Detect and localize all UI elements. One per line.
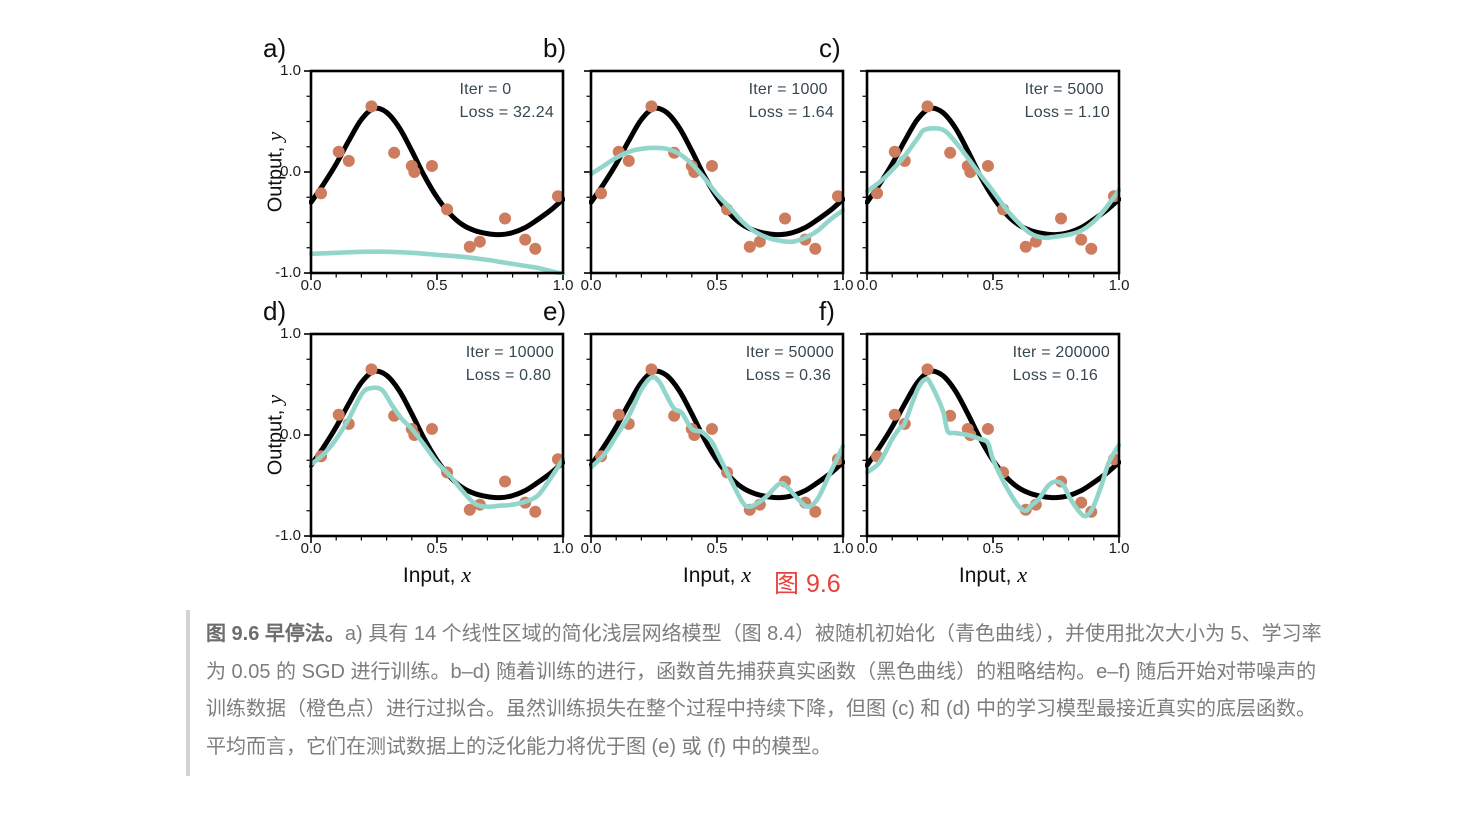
panel-c-chart xyxy=(860,69,1121,280)
loss-text: Loss = 0.16 xyxy=(1012,367,1099,384)
x-tick-label: 0.5 xyxy=(982,277,1004,294)
panel-e-chart xyxy=(584,332,845,543)
panel-f-chart xyxy=(860,332,1121,543)
iteration-text: Iter = 0 xyxy=(459,81,512,98)
loss-text: Loss = 0.36 xyxy=(745,367,832,384)
panel-letter: e) xyxy=(543,296,567,326)
loss-text: Loss = 1.64 xyxy=(748,104,834,121)
x-axis-title-text: Input, xyxy=(958,564,1018,587)
x-tick-label: 0.0 xyxy=(580,277,602,294)
annotation-block: Iter = 0 Loss = 32.24 xyxy=(460,78,554,124)
loss-text: Loss = 1.10 xyxy=(1024,104,1110,121)
x-axis-title: Input, x xyxy=(311,562,563,588)
panel-b: b) Iter = 1000 Loss = 1.64 0.0 0.5 1.0 xyxy=(543,33,853,294)
panel-d-chart xyxy=(304,332,565,543)
x-tick-label: 1.0 xyxy=(832,277,854,294)
x-axis-title: Input, x xyxy=(867,562,1119,588)
annotation-block: Iter = 5000 Loss = 1.10 xyxy=(1025,78,1110,124)
panel-letter: a) xyxy=(263,33,287,63)
iteration-text: Iter = 5000 xyxy=(1024,81,1104,98)
x-tick-label: 0.5 xyxy=(706,277,728,294)
x-tick-label: 0.5 xyxy=(426,540,448,557)
y-axis-title-var: y xyxy=(262,131,287,142)
panel-f: f) Iter = 200000 Loss = 0.16 0.0 0.5 1.0… xyxy=(819,296,1129,587)
loss-text: Loss = 32.24 xyxy=(459,104,554,121)
panel-letter: f) xyxy=(819,296,835,326)
x-tick-label: 1.0 xyxy=(832,540,854,557)
panel-c: c) Iter = 5000 Loss = 1.10 0.0 0.5 1.0 xyxy=(819,33,1129,294)
x-tick-label: 0.0 xyxy=(300,277,322,294)
x-tick-label: 1.0 xyxy=(1108,277,1130,294)
figure-caption: 图 9.6 早停法。a) 具有 14 个线性区域的简化浅层网络模型（图 8.4）… xyxy=(186,610,1334,777)
x-tick-label: 0.5 xyxy=(706,540,728,557)
y-axis-title: Output, y xyxy=(263,132,288,213)
y-axis-title-text: Output, xyxy=(264,141,287,213)
x-tick-label: 1.0 xyxy=(552,277,574,294)
x-tick-label: 0.5 xyxy=(982,540,1004,557)
iteration-text: Iter = 1000 xyxy=(748,81,828,98)
annotation-block: Iter = 10000 Loss = 0.80 xyxy=(466,341,554,387)
panel-e: e) Iter = 50000 Loss = 0.36 0.0 0.5 1.0 … xyxy=(543,296,853,587)
x-axis-title-var: x xyxy=(461,562,472,587)
figure-panels: a) Iter = 0 Loss = 32.24 1.0 0.0 -1.0 Ou… xyxy=(263,33,1130,598)
panel-letter: c) xyxy=(819,33,841,63)
x-tick-label: 1.0 xyxy=(552,540,574,557)
x-axis-title-var: x xyxy=(741,562,752,587)
y-axis-title-var: y xyxy=(262,394,287,405)
y-axis-title-text: Output, xyxy=(264,404,287,476)
x-tick-label: 0.0 xyxy=(580,540,602,557)
x-tick-label: 0.0 xyxy=(856,540,878,557)
panel-a: a) Iter = 0 Loss = 32.24 1.0 0.0 -1.0 Ou… xyxy=(263,33,574,294)
y-tick-label: 0.0 xyxy=(280,163,301,180)
panel-b-chart xyxy=(584,69,845,280)
x-tick-label: 0.0 xyxy=(856,277,878,294)
y-tick-label: -1.0 xyxy=(275,527,301,544)
x-axis-title-text: Input, xyxy=(682,564,742,587)
annotation-block: Iter = 50000 Loss = 0.36 xyxy=(746,341,834,387)
x-axis-title: Input, x xyxy=(591,562,843,588)
x-tick-label: 0.0 xyxy=(300,540,322,557)
y-tick-label: 0.0 xyxy=(280,426,301,443)
loss-text: Loss = 0.80 xyxy=(465,367,552,384)
panel-a-chart xyxy=(304,69,565,280)
panel-letter: b) xyxy=(543,33,567,63)
x-tick-label: 0.5 xyxy=(426,277,448,294)
y-tick-label: 1.0 xyxy=(280,325,301,342)
panel-letter: d) xyxy=(263,296,287,326)
y-tick-label: -1.0 xyxy=(275,264,301,281)
caption-lead: 图 9.6 早停法。 xyxy=(206,623,345,645)
panel-d: d) Iter = 10000 Loss = 0.80 1.0 0.0 -1.0… xyxy=(263,296,574,587)
iteration-text: Iter = 50000 xyxy=(745,344,834,361)
annotation-block: Iter = 200000 Loss = 0.16 xyxy=(1013,341,1110,387)
x-axis-title-var: x xyxy=(1017,562,1028,587)
y-axis-title: Output, y xyxy=(263,395,288,476)
x-axis-title-text: Input, xyxy=(402,564,462,587)
iteration-text: Iter = 200000 xyxy=(1012,344,1110,361)
figure-number-label: 图 9.6 xyxy=(774,570,841,598)
iteration-text: Iter = 10000 xyxy=(465,344,554,361)
annotation-block: Iter = 1000 Loss = 1.64 xyxy=(749,78,834,124)
caption-body: a) 具有 14 个线性区域的简化浅层网络模型（图 8.4）被随机初始化（青色曲… xyxy=(206,623,1322,758)
x-tick-label: 1.0 xyxy=(1108,540,1130,557)
y-tick-label: 1.0 xyxy=(280,62,301,79)
